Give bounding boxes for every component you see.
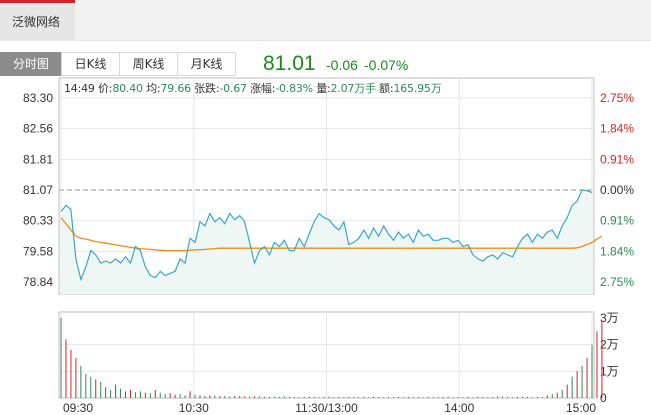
- price-area: [61, 190, 592, 294]
- price-tick-label: 81.81: [23, 152, 53, 166]
- price-tick-label: 79.58: [23, 244, 53, 258]
- info-amt: 165.95万: [393, 82, 442, 95]
- volume-tick-label: 1万: [600, 364, 619, 378]
- volume-tick-label: 3万: [600, 311, 619, 325]
- quote-price: 81.01: [263, 52, 316, 75]
- info-change-label: 张跌:: [194, 82, 220, 95]
- price-tick-label: 78.84: [23, 275, 53, 289]
- info-pct-label: 涨幅:: [250, 82, 276, 95]
- period-tabs: 分时图 日K线 周K线 月K线: [0, 52, 236, 76]
- tab-weekly-k[interactable]: 周K线: [119, 52, 178, 76]
- info-time: 14:49: [64, 82, 95, 95]
- info-bar: 14:49 价:80.40 均:79.66 张跌:-0.67 涨幅:-0.83%…: [64, 80, 442, 96]
- quote-change: -0.06: [326, 57, 358, 73]
- top-bar: 泛微网络: [0, 0, 651, 41]
- pct-tick-label: 0.91%: [600, 152, 634, 166]
- info-amt-label: 额:: [379, 82, 394, 95]
- info-vol: 2.07万手: [330, 82, 376, 95]
- info-pct: -0.83%: [275, 82, 313, 95]
- time-tick-label: 15:00: [566, 401, 596, 415]
- price-line: [60, 189, 593, 282]
- info-price-label: 价:: [98, 82, 113, 95]
- pct-tick-label: 0.91%: [600, 214, 634, 228]
- info-price: 80.40: [112, 82, 143, 95]
- price-tick-label: 81.07: [23, 183, 53, 197]
- price-tick-label: 82.56: [23, 122, 53, 136]
- info-avg-label: 均:: [146, 82, 161, 95]
- tab-monthly-k[interactable]: 月K线: [177, 52, 236, 76]
- info-avg: 79.66: [160, 82, 191, 95]
- price-tick-label: 80.33: [23, 214, 53, 228]
- price-tick-label: 83.30: [23, 91, 53, 105]
- volume-tick-label: 0: [600, 391, 607, 405]
- pct-tick-label: 1.84%: [600, 244, 634, 258]
- volume-tick-label: 2万: [600, 338, 619, 352]
- tab-daily-k[interactable]: 日K线: [61, 52, 120, 76]
- time-tick-label: 09:30: [63, 401, 93, 415]
- pct-tick-label: 2.75%: [600, 91, 634, 105]
- time-tick-label: 11:30/13:00: [295, 401, 358, 415]
- pct-tick-label: 2.75%: [600, 275, 634, 289]
- quote-change-pct: -0.07%: [364, 57, 409, 73]
- time-tick-label: 10:30: [179, 401, 209, 415]
- info-change: -0.67: [219, 82, 247, 95]
- avg-price-line: [60, 217, 603, 252]
- time-tick-label: 14:00: [444, 401, 474, 415]
- tab-intraday[interactable]: 分时图: [0, 52, 62, 76]
- pct-tick-label: 0.00%: [600, 183, 634, 197]
- stock-name-tab[interactable]: 泛微网络: [0, 0, 75, 41]
- info-vol-label: 量:: [316, 82, 331, 95]
- pct-tick-label: 1.84%: [600, 122, 634, 136]
